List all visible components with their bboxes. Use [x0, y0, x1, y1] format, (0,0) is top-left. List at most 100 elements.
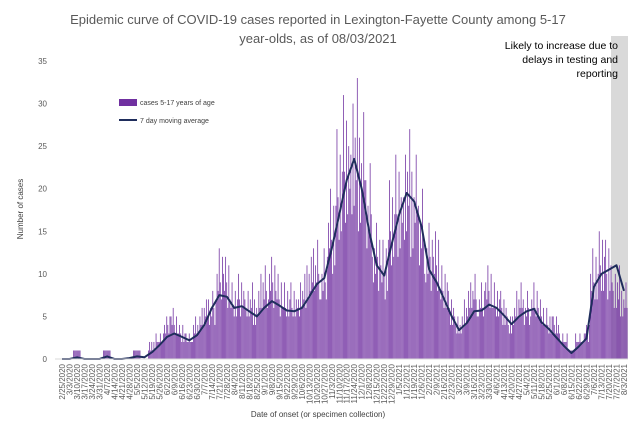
case-bar — [378, 290, 380, 359]
case-bar — [580, 341, 582, 359]
case-bar — [223, 273, 224, 359]
case-bar — [173, 324, 175, 359]
case-bar — [505, 307, 507, 359]
case-bar — [78, 350, 80, 359]
case-bar — [192, 341, 193, 359]
case-bar — [496, 316, 497, 359]
case-bar — [357, 231, 359, 359]
case-bar — [473, 299, 475, 359]
case-bar — [499, 299, 501, 359]
case-bar — [189, 341, 191, 359]
case-bar — [406, 231, 407, 359]
case-bar — [599, 265, 601, 359]
case-bar — [551, 316, 553, 359]
case-bar — [210, 307, 212, 359]
x-tick-label: 1/12/2021 — [403, 363, 412, 399]
x-tick-label: 9/15/2020 — [275, 363, 284, 399]
case-bar — [259, 307, 261, 359]
case-bar — [582, 341, 584, 359]
case-bar — [363, 112, 365, 359]
case-bar — [492, 307, 494, 359]
case-bar — [608, 248, 610, 359]
legend-label-average: 7 day moving average — [140, 118, 209, 125]
case-bar — [350, 154, 352, 359]
case-bar — [196, 333, 198, 359]
case-bar — [260, 273, 262, 359]
chart-title-line-1: Epidemic curve of COVID-19 cases reporte… — [70, 12, 566, 27]
case-bar — [568, 350, 570, 359]
case-bar — [278, 299, 280, 359]
case-bar — [613, 307, 615, 359]
case-bar — [359, 137, 360, 359]
case-bar — [179, 324, 180, 359]
case-bar — [465, 324, 466, 359]
case-bar — [538, 316, 540, 359]
case-bar — [423, 239, 425, 359]
x-tick-label: 4/20/2021 — [508, 363, 517, 399]
x-tick-label: 6/9/2020 — [170, 363, 179, 395]
x-tick-label: 5/12/2020 — [140, 363, 149, 399]
case-bar — [290, 282, 292, 359]
case-bar — [75, 350, 77, 359]
case-bar — [420, 222, 421, 359]
case-bar — [617, 282, 618, 359]
case-bar — [338, 239, 340, 359]
case-bar — [478, 299, 480, 359]
case-bar — [107, 350, 109, 359]
case-bar — [539, 299, 541, 359]
case-bar — [609, 290, 611, 359]
case-bar — [528, 307, 529, 359]
case-bar — [296, 307, 298, 359]
case-bar — [620, 316, 622, 359]
case-bar — [443, 307, 445, 359]
case-bar — [468, 290, 470, 359]
x-tick-label: 4/7/2020 — [103, 363, 112, 395]
case-bar — [255, 324, 256, 359]
case-bar — [462, 324, 464, 359]
case-bar — [546, 307, 548, 359]
case-bar — [447, 290, 449, 359]
case-bar — [500, 290, 502, 359]
case-bar — [336, 129, 338, 359]
x-tick-label: 3/16/2021 — [470, 363, 479, 399]
case-bar — [105, 350, 107, 359]
case-bar — [157, 341, 159, 359]
case-bar — [552, 316, 554, 359]
case-bar — [624, 307, 626, 359]
case-bar — [309, 290, 311, 359]
case-bar — [241, 282, 243, 359]
case-bar — [397, 256, 399, 359]
case-bar — [594, 299, 596, 359]
x-tick-label: 5/25/2021 — [545, 363, 554, 399]
x-tick-label: 9/22/2020 — [283, 363, 292, 399]
case-bar — [375, 273, 376, 359]
case-bar — [413, 197, 415, 359]
x-tick-label: 1/26/2021 — [418, 363, 427, 399]
x-tick-label: 12/1/2020 — [358, 363, 367, 399]
case-bar — [526, 316, 527, 359]
case-bar — [320, 299, 322, 359]
case-bar — [233, 316, 235, 359]
case-bar — [193, 324, 194, 359]
case-bar — [294, 316, 296, 359]
case-bar — [108, 350, 110, 359]
case-bar — [437, 290, 438, 359]
case-bar — [576, 341, 578, 359]
case-bar — [495, 307, 496, 359]
case-bar — [456, 333, 458, 359]
case-bar — [391, 265, 392, 359]
case-bar — [238, 273, 239, 359]
case-bar — [162, 341, 163, 359]
case-bar — [353, 205, 355, 359]
y-tick-label: 25 — [38, 142, 47, 151]
case-bar — [424, 273, 426, 359]
delay-note-line-3: reporting — [577, 68, 619, 80]
x-axis-ticks: 2/25/20203/3/20203/10/20203/17/20203/24/… — [58, 363, 629, 404]
case-bar — [436, 265, 437, 359]
case-bar — [451, 299, 452, 359]
case-bar — [176, 316, 177, 359]
case-bar — [103, 350, 104, 359]
case-bar — [231, 282, 233, 359]
case-bar — [169, 316, 171, 359]
case-bar — [163, 333, 164, 359]
